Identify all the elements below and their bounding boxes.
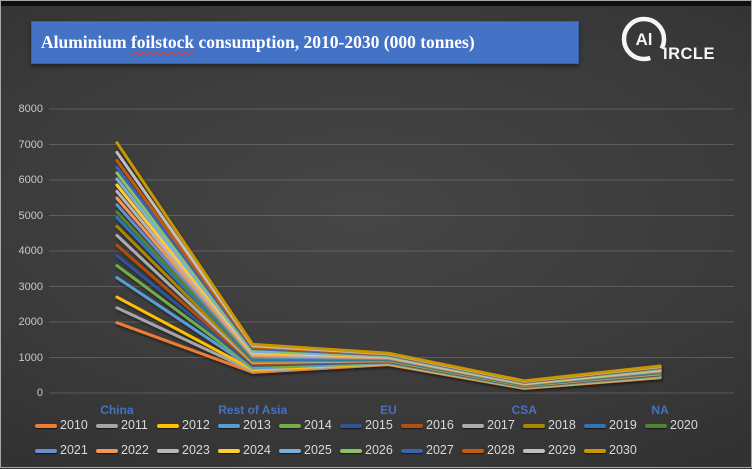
legend-item-2028: 2028	[462, 443, 523, 458]
legend-year-label: 2030	[609, 443, 637, 457]
legend-year-label: 2027	[426, 443, 454, 457]
legend-item-2029: 2029	[523, 443, 584, 458]
legend-swatch	[645, 423, 667, 428]
legend-year-label: 2023	[182, 443, 210, 457]
y-axis-tick-label: 3000	[18, 280, 43, 293]
legend-item-2011: 2011	[96, 418, 157, 433]
legend-year-label: 2028	[487, 443, 515, 457]
legend-swatch	[401, 423, 423, 428]
chart-title-misspelled-word: foilstock	[130, 32, 195, 52]
legend-year-label: 2012	[182, 418, 210, 432]
legend-item-2012: 2012	[157, 418, 218, 433]
series-line-2030	[115, 141, 662, 383]
legend-year-label: 2011	[121, 418, 148, 432]
legend-year-label: 2010	[60, 418, 88, 432]
legend-year-label: 2029	[548, 443, 576, 457]
chart-title-part2: consumption, 2010-2030 (000 tonnes)	[194, 32, 475, 52]
legend-swatch	[35, 448, 57, 453]
x-axis-category-label: NA	[651, 403, 669, 417]
legend-item-2030: 2030	[584, 443, 645, 458]
legend-swatch	[340, 423, 362, 428]
legend-item-2020: 2020	[645, 418, 706, 433]
legend-item-2016: 2016	[401, 418, 462, 433]
legend-item-2024: 2024	[218, 443, 279, 458]
x-axis-category-label: CSA	[511, 403, 537, 417]
slide-top-edge	[1, 1, 751, 6]
legend-year-label: 2015	[365, 418, 393, 432]
legend-item-2023: 2023	[157, 443, 218, 458]
legend-item-2017: 2017	[462, 418, 523, 433]
y-axis-tick-label: 8000	[18, 103, 43, 115]
y-axis-tick-label: 7000	[18, 138, 43, 151]
legend-swatch	[462, 423, 484, 428]
legend-year-label: 2026	[365, 443, 393, 457]
legend-item-2015: 2015	[340, 418, 401, 433]
legend-swatch	[584, 423, 606, 428]
legend-swatch	[279, 448, 301, 453]
legend-item-2027: 2027	[401, 443, 462, 458]
y-axis-tick-label: 1000	[18, 351, 43, 364]
legend-row-1: 2010 2011 2012 2013 2014 2015 2016 2017 2018 2019…	[35, 418, 706, 433]
legend-swatch	[218, 448, 240, 453]
legend-swatch	[523, 448, 545, 453]
alcircle-logo: Al IRCLE	[617, 13, 727, 69]
x-axis-category-label: China	[100, 403, 134, 417]
legend-swatch	[157, 423, 179, 428]
legend-year-label: 2025	[304, 443, 332, 457]
legend-item-2022: 2022	[96, 443, 157, 458]
legend-swatch	[96, 448, 118, 453]
legend-item-2010: 2010	[35, 418, 96, 433]
legend-item-2014: 2014	[279, 418, 340, 433]
legend-item-2026: 2026	[340, 443, 401, 458]
series-line-2018	[115, 224, 662, 387]
legend-swatch	[279, 423, 301, 428]
y-axis-tick-label: 5000	[18, 209, 43, 222]
legend-year-label: 2016	[426, 418, 454, 432]
logo-al-text: Al	[636, 30, 653, 49]
legend-swatch	[462, 448, 484, 453]
logo-ircle-text: IRCLE	[663, 45, 715, 63]
alcircle-logo-graphic: Al IRCLE	[621, 16, 715, 63]
legend-item-2021: 2021	[35, 443, 96, 458]
legend-year-label: 2018	[548, 418, 576, 432]
legend-year-label: 2013	[243, 418, 271, 432]
logo-circle-icon	[621, 16, 667, 62]
legend-swatch	[523, 423, 545, 428]
legend-item-2013: 2013	[218, 418, 279, 433]
legend-row-2: 2021 2022 2023 2024 2025 2026 2027 2028 2029 2030	[35, 443, 645, 458]
legend-swatch	[35, 423, 57, 428]
legend-swatch	[218, 423, 240, 428]
y-axis-tick-label: 0	[36, 387, 43, 399]
legend-swatch	[157, 448, 179, 453]
chart-title-part1: Aluminium	[41, 32, 131, 52]
legend-year-label: 2014	[304, 418, 332, 432]
x-axis-category-label: Rest of Asia	[218, 403, 288, 417]
legend-swatch	[96, 423, 118, 428]
y-axis-tick-label: 4000	[18, 245, 43, 257]
legend-item-2018: 2018	[523, 418, 584, 433]
series-lines-group	[115, 141, 662, 390]
legend-swatch	[584, 448, 606, 453]
legend-year-label: 2019	[609, 418, 637, 432]
legend-year-label: 2022	[121, 443, 149, 457]
legend-swatch	[401, 448, 423, 453]
series-line-2028	[115, 159, 662, 384]
legend-item-2025: 2025	[279, 443, 340, 458]
legend-year-label: 2021	[60, 443, 88, 457]
legend-year-label: 2024	[243, 443, 271, 457]
y-axis-tick-label: 6000	[18, 174, 43, 186]
legend-year-label: 2017	[487, 418, 515, 432]
legend-year-label: 2020	[670, 418, 698, 432]
y-axis-tick-label: 2000	[18, 316, 43, 328]
legend-swatch	[340, 448, 362, 453]
legend-item-2019: 2019	[584, 418, 645, 433]
x-axis-category-label: EU	[380, 403, 397, 417]
chart-title-bar: Aluminium foilstock consumption, 2010-20…	[31, 21, 579, 64]
